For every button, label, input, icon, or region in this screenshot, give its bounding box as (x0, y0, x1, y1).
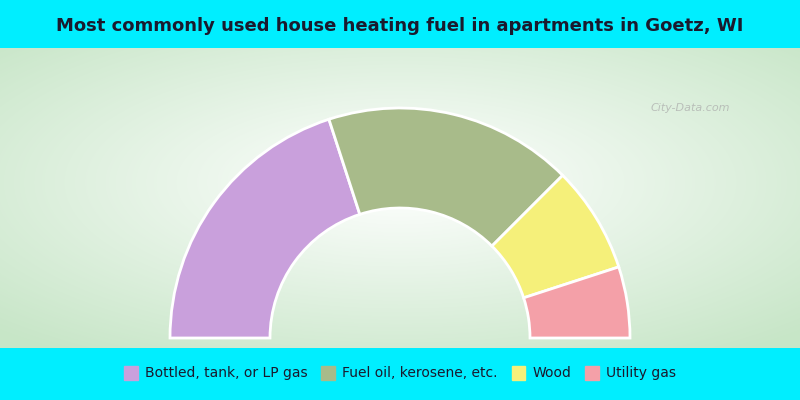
Text: City-Data.com: City-Data.com (650, 103, 730, 113)
Wedge shape (492, 175, 618, 298)
Text: Most commonly used house heating fuel in apartments in Goetz, WI: Most commonly used house heating fuel in… (56, 17, 744, 35)
Wedge shape (170, 119, 360, 338)
Wedge shape (524, 267, 630, 338)
Wedge shape (329, 108, 562, 246)
Legend: Bottled, tank, or LP gas, Fuel oil, kerosene, etc., Wood, Utility gas: Bottled, tank, or LP gas, Fuel oil, kero… (118, 360, 682, 386)
